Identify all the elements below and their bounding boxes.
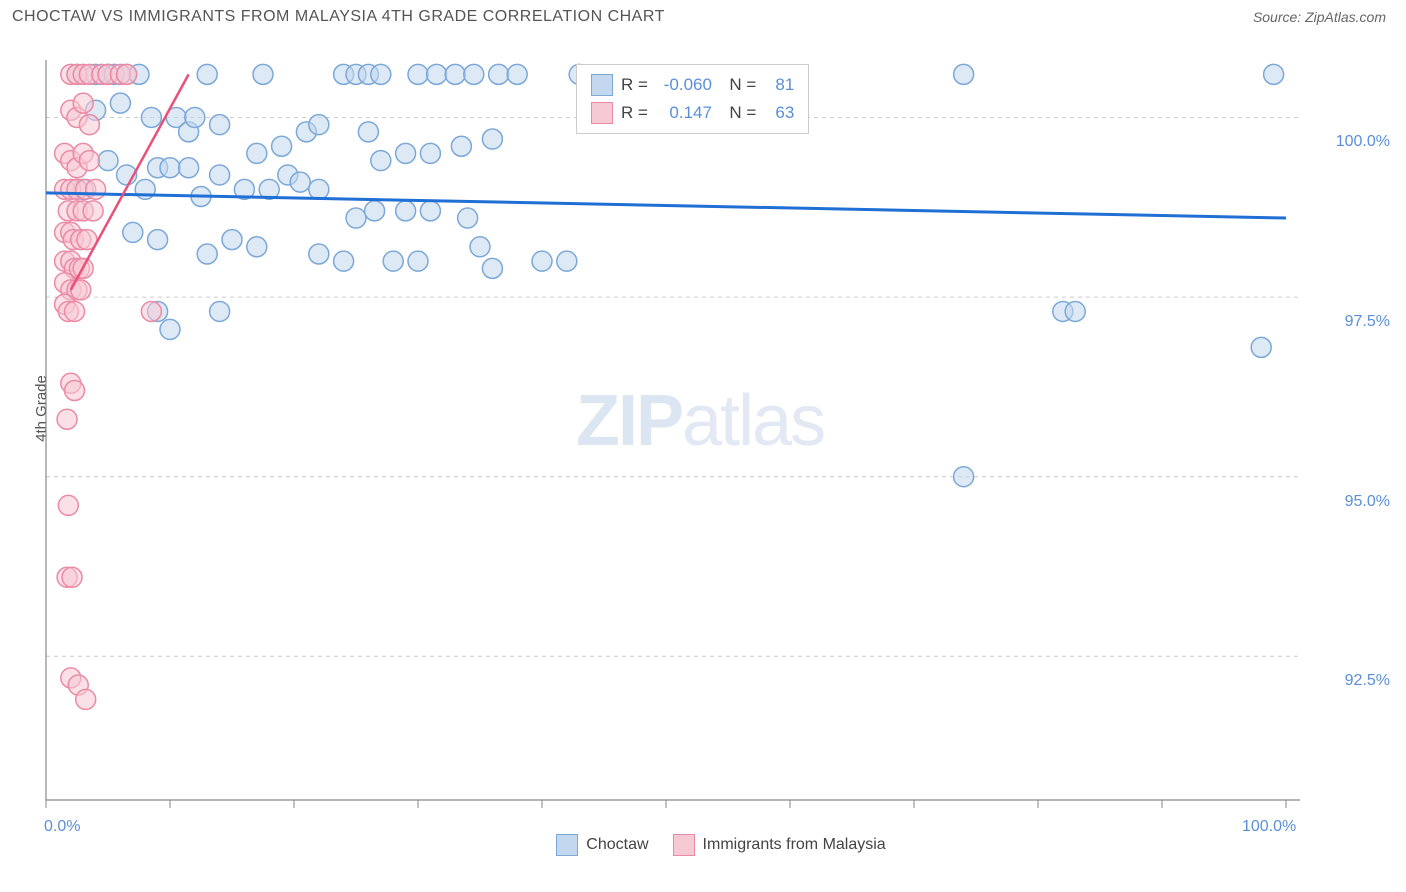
choctaw-swatch: [591, 74, 613, 96]
watermark-bold: ZIP: [576, 381, 682, 461]
y-tick-label: 97.5%: [1345, 313, 1390, 331]
legend-item-malaysia: Immigrants from Malaysia: [673, 834, 886, 856]
watermark: ZIPatlas: [576, 380, 824, 462]
legend-swatch-malaysia: [673, 834, 695, 856]
stat-n-choctaw: 81: [764, 75, 794, 95]
y-tick-label: 92.5%: [1345, 672, 1390, 690]
watermark-light: atlas: [682, 381, 824, 461]
legend-item-choctaw: Choctaw: [556, 834, 648, 856]
bottom-legend: Choctaw Immigrants from Malaysia: [36, 834, 1406, 856]
scatter-chart: 4th Grade ZIPatlas R = -0.060 N = 81 R =…: [36, 30, 1406, 850]
legend-label-malaysia: Immigrants from Malaysia: [703, 836, 886, 854]
y-tick-label: 100.0%: [1336, 133, 1390, 151]
source-attribution: Source: ZipAtlas.com: [1253, 9, 1386, 25]
y-tick-label: 95.0%: [1345, 493, 1390, 511]
legend-label-choctaw: Choctaw: [586, 836, 648, 854]
stats-row-malaysia: R = 0.147 N = 63: [591, 99, 794, 127]
stat-n-malaysia: 63: [764, 103, 794, 123]
malaysia-swatch: [591, 102, 613, 124]
stat-r-malaysia: 0.147: [656, 103, 712, 123]
chart-title: CHOCTAW VS IMMIGRANTS FROM MALAYSIA 4TH …: [12, 8, 665, 26]
legend-swatch-choctaw: [556, 834, 578, 856]
stat-r-choctaw: -0.060: [656, 75, 712, 95]
stats-box: R = -0.060 N = 81 R = 0.147 N = 63: [576, 64, 809, 134]
stats-row-choctaw: R = -0.060 N = 81: [591, 71, 794, 99]
